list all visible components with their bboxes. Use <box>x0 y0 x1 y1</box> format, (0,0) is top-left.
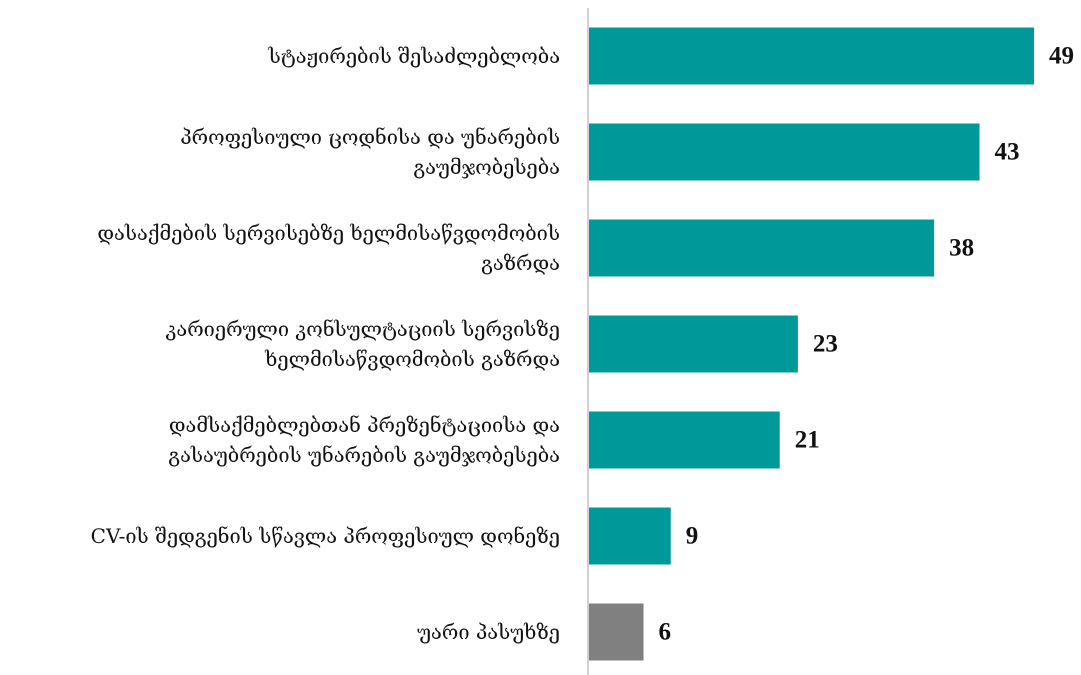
category-label-line: სტაჟირების შესაძლებლობა <box>268 44 560 68</box>
category-label-1: პროფესიული ცოდნისა და უნარების გაუმჯობესე… <box>180 125 560 179</box>
category-label-line: დამსაქმებლებთან პრეზენტაციისა და <box>169 413 560 437</box>
bar-2 <box>589 219 935 277</box>
category-label-0: სტაჟირების შესაძლებლობა <box>268 44 560 68</box>
value-labels-group: 49 43 38 23 21 9 6 <box>658 43 1074 646</box>
category-label-5: CV-ის შედგენის სწავლა პროფესიულ დონეზე <box>91 524 560 548</box>
category-label-line: გაზრდა <box>481 251 560 275</box>
value-label-2: 38 <box>949 235 974 262</box>
value-label-6: 6 <box>658 619 671 646</box>
bars-group <box>589 27 1034 661</box>
category-label-line: გასაუბრების უნარების გაუმჯობესება <box>168 443 560 467</box>
category-label-line: გაუმჯობესება <box>413 155 560 179</box>
category-label-3: კარიერული კონსულტაციის სერვისზე ხელმისაწვ… <box>165 317 560 371</box>
bar-1 <box>589 123 980 181</box>
bar-4 <box>589 411 780 469</box>
bar-0 <box>589 27 1034 85</box>
bar-5 <box>589 507 671 565</box>
value-label-5: 9 <box>686 523 699 550</box>
category-label-6: უარი პასუხზე <box>417 620 560 644</box>
category-label-2: დასაქმების სერვისებზე ხელმისაწვდომობის გა… <box>97 221 560 275</box>
bar-6 <box>589 603 644 661</box>
category-label-line: დასაქმების სერვისებზე ხელმისაწვდომობის <box>97 221 560 245</box>
bar-3 <box>589 315 798 373</box>
category-label-line: კარიერული კონსულტაციის სერვისზე <box>165 317 560 341</box>
category-label-line: ხელმისაწვდომობის გაზრდა <box>264 347 560 371</box>
category-labels-group: სტაჟირების შესაძლებლობა პროფესიული ცოდნის… <box>91 44 560 644</box>
value-label-0: 49 <box>1049 43 1074 70</box>
category-label-line: უარი პასუხზე <box>417 620 560 644</box>
value-label-1: 43 <box>995 139 1020 166</box>
category-label-4: დამსაქმებლებთან პრეზენტაციისა და გასაუბრე… <box>168 413 560 467</box>
value-label-3: 23 <box>813 331 838 358</box>
value-label-4: 21 <box>795 427 820 454</box>
category-label-line: პროფესიული ცოდნისა და უნარების <box>180 125 560 149</box>
category-label-line: CV-ის შედგენის სწავლა პროფესიულ დონეზე <box>91 524 560 548</box>
